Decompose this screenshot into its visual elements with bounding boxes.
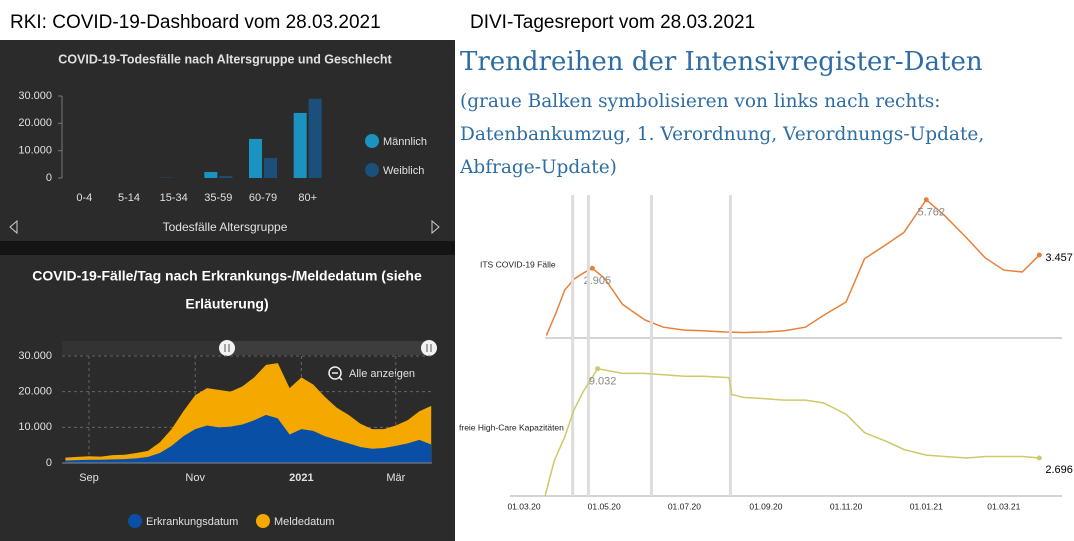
legend-label: Meldedatum [274, 516, 335, 528]
x-tick-label: 01.03.21 [987, 501, 1020, 511]
x-tick-label: 0-4 [76, 192, 92, 204]
divi-subtitle: Datenbankumzug, 1. Verordnung, Verordnun… [460, 124, 984, 145]
legend-swatch [128, 514, 142, 528]
x-tick-label: 01.03.20 [507, 501, 540, 511]
prev-arrow[interactable] [9, 219, 18, 235]
zoom-icon [328, 366, 342, 380]
slider-handle[interactable] [421, 340, 437, 356]
line [544, 367, 1040, 497]
y-tick-label: 20.000 [18, 386, 52, 398]
legend-swatch [256, 514, 270, 528]
bar [308, 98, 322, 178]
point [595, 366, 601, 372]
x-tick-label: 01.11.20 [830, 501, 863, 511]
divi-subtitle: (graue Balken symbolisieren von links na… [460, 91, 940, 112]
value-label: 2.696 [1045, 464, 1073, 476]
x-tick-label: 5-14 [118, 192, 140, 204]
y-tick-label: 30.000 [18, 350, 52, 362]
x-tick-label: Mär [386, 472, 405, 484]
y-tick-label: 0 [46, 457, 52, 469]
slider-outside [62, 341, 227, 355]
right-header: DIVI-Tagesreport vom 28.03.2021 [470, 12, 755, 33]
x-tick-label: 01.09.20 [749, 501, 782, 511]
y-tick-label: 30.000 [18, 90, 52, 102]
bar [204, 171, 218, 178]
point [1036, 252, 1042, 258]
left-header: RKI: COVID-19-Dashboard vom 28.03.2021 [10, 12, 381, 33]
point [1036, 455, 1042, 461]
zoom-icon [332, 372, 343, 381]
reset-button[interactable]: Alle anzeigen [328, 366, 415, 381]
x-axis-title: Todesfälle Altersgruppe [163, 220, 288, 234]
area [65, 363, 432, 463]
dashboard-panel [0, 40, 455, 541]
y-tick-label: 10.000 [18, 145, 52, 157]
panel-separator [0, 241, 455, 255]
value-label: 9.032 [589, 376, 617, 388]
x-tick-label: 35-59 [204, 192, 232, 204]
legend-label: Erkrankungsdatum [146, 516, 238, 528]
legend-label: Männlich [383, 136, 427, 148]
x-tick-label: 01.01.21 [910, 501, 943, 511]
value-label: 5.762 [918, 207, 946, 219]
x-tick-label: 60-79 [249, 192, 277, 204]
x-tick-label: 15-34 [160, 192, 188, 204]
bar [249, 138, 262, 178]
legend-label: Weiblich [383, 165, 424, 177]
series-label: freie High-Care Kapazitäten [459, 422, 564, 432]
area [65, 414, 432, 463]
event-bar [728, 195, 732, 496]
line [545, 198, 1040, 336]
point [589, 265, 595, 271]
bar [219, 176, 233, 178]
value-label: 2.905 [584, 275, 612, 287]
handle-grip [224, 344, 432, 352]
y-tick-label: 0 [46, 172, 52, 184]
legend-swatch [365, 134, 379, 148]
x-tick-label: 80+ [298, 192, 317, 204]
chart-title: COVID-19-Todesfälle nach Altersgruppe un… [58, 52, 392, 66]
point [923, 197, 929, 203]
chart-title: Erläuterung) [185, 296, 268, 312]
y-tick-label: 10.000 [18, 421, 52, 433]
event-bar [571, 195, 575, 496]
x-tick-label: Nov [185, 472, 205, 484]
series-label: ITS COVID-19 Fälle [480, 259, 556, 269]
x-tick-label: 01.05.20 [588, 501, 621, 511]
next-arrow[interactable] [431, 219, 440, 235]
x-tick-label: 2021 [289, 472, 313, 484]
x-tick-label: Sep [79, 472, 99, 484]
divi-subtitle: Abfrage-Update) [459, 157, 617, 178]
bar [264, 158, 277, 178]
legend-swatch [365, 163, 379, 177]
x-tick-label: 01.07.20 [668, 501, 701, 511]
bar [293, 112, 307, 178]
chart-title: COVID-19-Fälle/Tag nach Erkrankungs-/Mel… [32, 268, 422, 284]
reset-label: Alle anzeigen [349, 368, 415, 380]
event-bar [650, 195, 654, 496]
event-bar [586, 195, 590, 496]
value-label: 3.457 [1045, 252, 1073, 264]
divi-title: Trendreihen der Intensivregister-Daten [460, 47, 983, 77]
slider-handle[interactable] [219, 340, 235, 356]
y-tick-label: 20.000 [18, 117, 52, 129]
